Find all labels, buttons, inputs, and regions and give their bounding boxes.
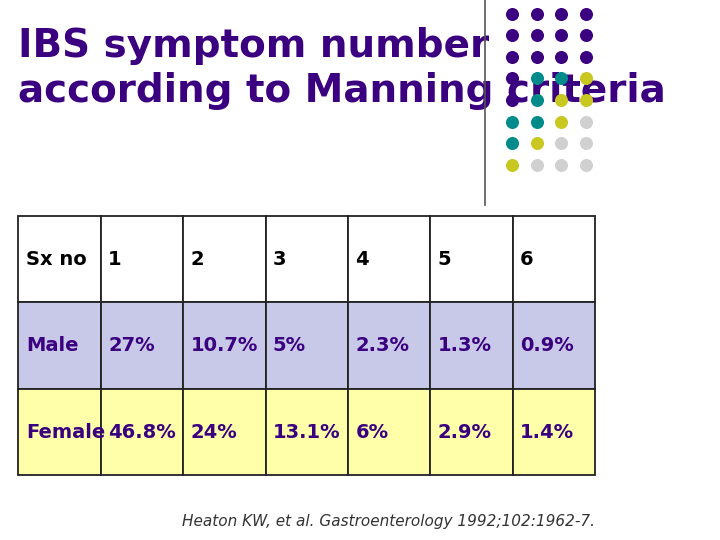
Bar <box>348 389 431 475</box>
Text: 27%: 27% <box>108 336 155 355</box>
Point <box>507 139 518 147</box>
Bar <box>19 302 101 389</box>
Bar <box>101 302 183 389</box>
Text: 46.8%: 46.8% <box>108 422 176 442</box>
Text: IBS symptom number
according to Manning criteria: IBS symptom number according to Manning … <box>19 27 666 111</box>
Text: 3: 3 <box>273 249 287 269</box>
Point <box>531 74 543 83</box>
Point <box>556 96 567 104</box>
Bar <box>266 389 348 475</box>
Bar <box>101 216 183 302</box>
Text: 2.3%: 2.3% <box>355 336 409 355</box>
Bar <box>183 216 266 302</box>
Point <box>531 117 543 126</box>
Point <box>507 74 518 83</box>
Point <box>531 31 543 39</box>
Point <box>556 31 567 39</box>
Point <box>507 160 518 169</box>
Bar <box>183 389 266 475</box>
Point <box>580 96 592 104</box>
Bar <box>266 216 348 302</box>
Point <box>507 96 518 104</box>
Point <box>531 96 543 104</box>
Point <box>531 160 543 169</box>
Point <box>531 9 543 18</box>
Text: 6%: 6% <box>355 422 388 442</box>
Text: Heaton KW, et al. Gastroenterology 1992;102:1962-7.: Heaton KW, et al. Gastroenterology 1992;… <box>182 514 595 529</box>
Text: 4: 4 <box>355 249 369 269</box>
Point <box>531 52 543 61</box>
Point <box>580 9 592 18</box>
Text: 5: 5 <box>438 249 451 269</box>
Point <box>556 160 567 169</box>
Point <box>507 9 518 18</box>
Point <box>507 31 518 39</box>
Point <box>556 139 567 147</box>
Point <box>531 139 543 147</box>
Point <box>580 52 592 61</box>
Bar <box>348 216 431 302</box>
Bar <box>101 389 183 475</box>
Point <box>580 117 592 126</box>
Bar <box>431 302 513 389</box>
Text: 2.9%: 2.9% <box>438 422 492 442</box>
Text: Sx no: Sx no <box>26 249 86 269</box>
Point <box>580 74 592 83</box>
Bar <box>266 302 348 389</box>
Text: 0.9%: 0.9% <box>520 336 574 355</box>
Point <box>556 52 567 61</box>
Point <box>580 31 592 39</box>
Text: 5%: 5% <box>273 336 306 355</box>
Point <box>507 52 518 61</box>
Point <box>556 117 567 126</box>
Bar <box>513 389 595 475</box>
Bar <box>183 302 266 389</box>
Text: Male: Male <box>26 336 78 355</box>
Bar <box>513 216 595 302</box>
Bar <box>19 389 101 475</box>
Point <box>580 139 592 147</box>
Bar <box>513 302 595 389</box>
Point <box>556 74 567 83</box>
Text: 6: 6 <box>520 249 534 269</box>
Text: 1: 1 <box>108 249 122 269</box>
Point <box>507 117 518 126</box>
Text: 24%: 24% <box>191 422 238 442</box>
Text: 13.1%: 13.1% <box>273 422 341 442</box>
Text: 1.4%: 1.4% <box>520 422 575 442</box>
Bar <box>431 216 513 302</box>
Point <box>580 160 592 169</box>
Bar <box>431 389 513 475</box>
Text: 2: 2 <box>191 249 204 269</box>
Bar <box>348 302 431 389</box>
Text: 1.3%: 1.3% <box>438 336 492 355</box>
Text: Female: Female <box>26 422 105 442</box>
Point <box>556 9 567 18</box>
Text: 10.7%: 10.7% <box>191 336 258 355</box>
Bar <box>19 216 101 302</box>
